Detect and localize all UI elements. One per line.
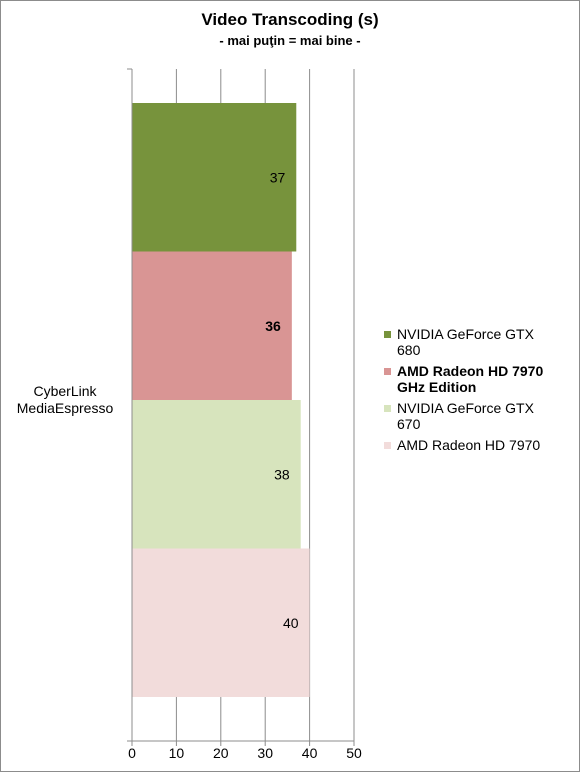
legend-item: NVIDIA GeForce GTX 680 <box>384 326 580 358</box>
category-label-line-1: CyberLink <box>33 383 97 399</box>
legend-label-line: AMD Radeon HD 7970 <box>397 437 541 453</box>
bar-2 <box>132 400 301 549</box>
legend-label-line: NVIDIA GeForce GTX <box>397 326 534 342</box>
data-label-3: 40 <box>283 615 299 631</box>
legend-item: NVIDIA GeForce GTX 670 <box>384 400 580 432</box>
chart-title: Video Transcoding (s) <box>201 10 379 29</box>
legend-label-line: 680 <box>397 342 421 358</box>
category-label-line-2: MediaEspresso <box>16 400 114 416</box>
data-label-0: 37 <box>270 169 286 185</box>
data-label-2: 38 <box>274 466 290 482</box>
legend-swatch <box>384 442 391 449</box>
legend-swatch <box>384 368 391 375</box>
bar-3 <box>132 548 310 697</box>
x-tick-label: 40 <box>302 745 318 761</box>
legend-swatch <box>384 331 391 338</box>
legend-item: AMD Radeon HD 7970 GHz Edition <box>384 363 580 395</box>
x-tick-label: 10 <box>169 745 185 761</box>
legend-label-line: GHz Edition <box>397 379 477 395</box>
legend-label-line: AMD Radeon HD 7970 <box>397 363 544 379</box>
chart-subtitle: - mai puţin = mai bine - <box>219 33 361 48</box>
bar-1 <box>132 251 292 400</box>
legend-swatch <box>384 405 391 412</box>
legend-label-line: NVIDIA GeForce GTX <box>397 400 534 416</box>
x-tick-label: 50 <box>346 745 362 761</box>
data-label-1: 36 <box>265 318 281 334</box>
x-tick-label: 30 <box>257 745 273 761</box>
x-tick-label: 20 <box>213 745 229 761</box>
legend: NVIDIA GeForce GTX 680 AMD Radeon HD 7970 G… <box>384 326 580 458</box>
legend-label-line: 670 <box>397 416 421 432</box>
bar-0 <box>132 103 297 252</box>
legend-item: AMD Radeon HD 7970 <box>384 437 580 453</box>
x-tick-label: 0 <box>128 745 136 761</box>
category-label: CyberLink MediaEspresso <box>10 383 120 417</box>
